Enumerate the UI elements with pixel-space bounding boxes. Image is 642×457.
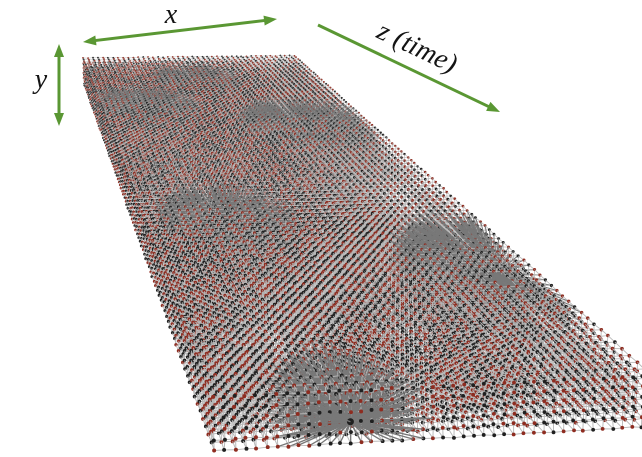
x-axis-arrow xyxy=(83,15,277,46)
x-axis-label: x xyxy=(164,0,178,30)
y-axis-arrow xyxy=(54,44,64,126)
y-axis-label: y xyxy=(34,64,48,95)
z-axis-arrow xyxy=(317,23,500,112)
